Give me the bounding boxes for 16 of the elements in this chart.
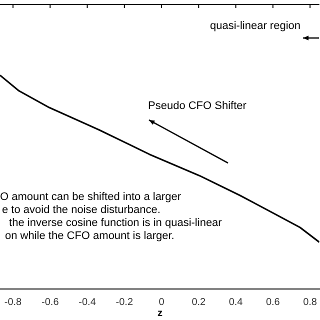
x-tick-label: -0.6: [42, 296, 60, 308]
x-axis-title: z: [156, 308, 164, 319]
x-tick-label: -0.4: [78, 296, 96, 308]
x-tick-label: 0.6: [266, 296, 280, 308]
annotation: the inverse cosine function is in quasi-linear: [8, 217, 222, 229]
x-tick-label: 0.4: [228, 296, 244, 308]
x-tick-label: -0.2: [116, 296, 134, 308]
x-tick-label: 0.8: [303, 296, 318, 308]
x-tick-label: 0: [158, 296, 165, 308]
x-tick-label: 0.2: [192, 296, 206, 308]
text: quasi-linear region: [210, 20, 300, 32]
x-tick-label: -0.8: [4, 296, 22, 308]
annotation: O amount can be shifted into a larger: [0, 191, 181, 203]
annotation: on while the CFO amount is larger.: [5, 230, 174, 242]
annotation: e to avoid the noise disturbance.: [2, 204, 160, 216]
annotation: Pseudo CFO Shifter: [148, 100, 246, 112]
